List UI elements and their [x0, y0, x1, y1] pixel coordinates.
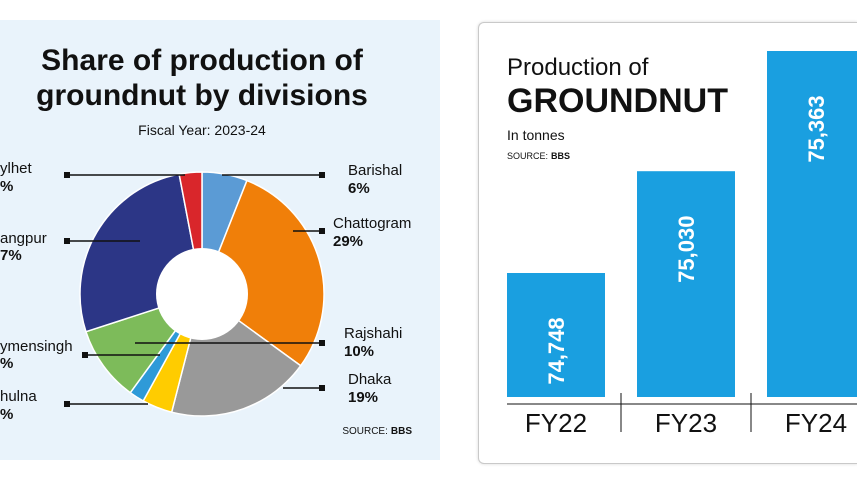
bar-fy24 — [767, 51, 857, 397]
bar-value-label: 74,748 — [544, 317, 569, 384]
pie-hole — [156, 248, 248, 340]
label-khulna-pct: % — [0, 406, 13, 423]
leader-marker — [319, 228, 325, 234]
pie-source: SOURCE: BBS — [342, 426, 412, 437]
bar-value-label: 75,363 — [804, 95, 829, 162]
label-sylhet: ylhet — [0, 160, 33, 177]
category-label: FY24 — [785, 408, 847, 438]
leader-marker — [319, 385, 325, 391]
category-label: FY23 — [655, 408, 717, 438]
bar-source: SOURCE: BBS — [507, 151, 570, 161]
pie-title-line2: groundnut by divisions — [36, 79, 368, 112]
bar-source-value: BBS — [551, 151, 570, 161]
pie-source-value: BBS — [391, 426, 412, 437]
label-khulna: hulna — [0, 388, 37, 405]
label-rajshahi: Rajshahi — [344, 325, 402, 342]
category-label: FY22 — [525, 408, 587, 438]
label-sylhet-pct: % — [0, 178, 13, 195]
bars: 74,748 FY22 75,030 FY23 75,363 FY24 — [507, 51, 857, 438]
leader-marker — [64, 238, 70, 244]
pie-title-line1: Share of production of — [41, 44, 364, 77]
bar-title-line2: GROUNDNUT — [507, 82, 728, 120]
pie-subtitle: Fiscal Year: 2023-24 — [138, 122, 266, 138]
label-rangpur: angpur — [0, 230, 47, 247]
bar-value-label: 75,030 — [674, 216, 699, 283]
pie-slice-chattogram — [201, 179, 325, 367]
pie-leaders — [64, 172, 325, 407]
bar-fy22 — [507, 273, 605, 397]
label-chattogram-pct: 29% — [333, 233, 363, 250]
label-dhaka: Dhaka — [348, 371, 392, 388]
leader-marker — [82, 352, 88, 358]
leader-marker — [319, 172, 325, 178]
label-barishal: Barishal — [348, 162, 402, 179]
bar-fy23 — [637, 171, 735, 397]
label-dhaka-pct: 19% — [348, 389, 378, 406]
leader-marker — [319, 340, 325, 346]
leader-marker — [64, 401, 70, 407]
label-rajshahi-pct: 10% — [344, 343, 374, 360]
label-mymensingh: ymensingh — [0, 338, 73, 355]
pie-source-label: SOURCE: — [342, 426, 388, 437]
bar-unit: In tonnes — [507, 127, 565, 143]
label-mymensingh-pct: % — [0, 355, 13, 372]
leader-marker — [64, 172, 70, 178]
label-barishal-pct: 6% — [348, 180, 370, 197]
bar-title-line1: Production of — [507, 54, 649, 81]
label-rangpur-pct: 7% — [0, 247, 22, 264]
bar-source-label: SOURCE: — [507, 151, 548, 161]
label-chattogram: Chattogram — [333, 215, 411, 232]
